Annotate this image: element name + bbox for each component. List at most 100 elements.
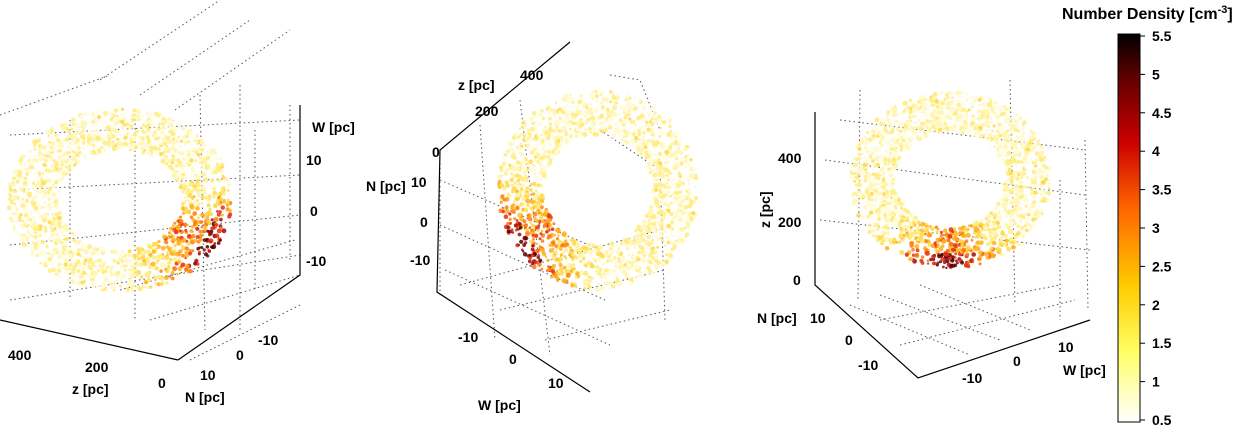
density-point [558,259,561,263]
density-point [925,118,929,123]
density-point [615,95,620,100]
density-point [893,204,897,208]
density-point [1010,175,1014,180]
density-point [190,249,195,253]
density-point [102,140,108,146]
density-point [219,217,223,222]
density-point [1024,231,1028,235]
density-point [539,208,543,213]
panel-1-w-tick: -10 [306,253,326,269]
density-point [20,200,24,204]
density-point [914,131,919,137]
density-point [1032,143,1037,148]
density-point [524,119,528,124]
density-point [526,203,530,207]
density-point [864,142,868,146]
density-point [886,113,890,117]
density-point [1029,135,1034,140]
density-point [522,219,527,224]
density-point [690,218,694,222]
density-point [694,173,698,177]
density-point [116,114,119,118]
density-point [1025,160,1029,165]
density-point [916,99,921,104]
density-point [548,243,553,247]
density-point [515,166,520,172]
density-point [76,259,81,264]
density-point [1003,131,1009,136]
density-point [209,178,215,183]
density-point [557,135,561,139]
density-point [865,137,869,142]
density-point [539,140,544,145]
density-point [973,246,979,252]
density-point [624,98,627,101]
density-point [591,257,596,261]
density-point [621,241,627,247]
density-point [159,269,163,273]
density-point [524,241,528,245]
density-point [510,204,515,209]
density-point [542,146,547,151]
density-point [193,238,198,243]
density-point [626,108,631,113]
density-point [37,202,41,206]
density-point [551,254,556,259]
density-point [511,209,516,214]
density-point [74,264,78,267]
density-point [1021,235,1026,239]
panel-2-n-tick: 0 [420,214,428,230]
density-point [598,244,604,250]
density-point [110,127,115,132]
density-point [70,155,74,159]
density-point [32,139,37,145]
density-point [48,255,52,259]
density-point [926,106,931,110]
density-point [40,239,45,245]
density-point [1011,214,1014,218]
density-point [62,173,66,178]
density-point [969,257,974,263]
density-point [208,162,212,166]
density-point [919,98,923,101]
density-point [580,96,585,102]
density-point [165,281,169,285]
density-point [31,234,35,239]
density-point [132,132,136,136]
density-point [531,244,535,248]
density-point [628,253,631,257]
density-point [1017,173,1021,177]
density-point [857,207,861,212]
density-point [654,199,660,204]
density-point [853,179,856,183]
density-point [147,265,152,270]
density-point [33,143,37,148]
density-point [601,98,606,102]
density-point [1034,151,1040,157]
density-point [127,133,131,137]
density-point [183,184,188,189]
density-point [638,270,642,274]
density-point [200,148,204,152]
density-point [901,225,906,229]
density-point [1016,213,1020,216]
density-point [136,113,140,118]
density-point [46,252,50,255]
density-point [550,275,553,279]
density-point [533,252,537,256]
density-point [195,179,200,184]
panel-1-axes [0,105,301,361]
density-point [167,117,172,121]
density-point [660,220,665,226]
density-point [113,265,117,269]
density-point [534,189,538,193]
density-point [510,172,514,176]
density-point [593,249,598,254]
density-point [533,172,537,176]
density-point [884,150,887,154]
density-point [995,134,999,138]
density-point [168,164,173,170]
density-point [141,285,145,289]
density-point [219,226,223,230]
density-point [83,111,89,117]
